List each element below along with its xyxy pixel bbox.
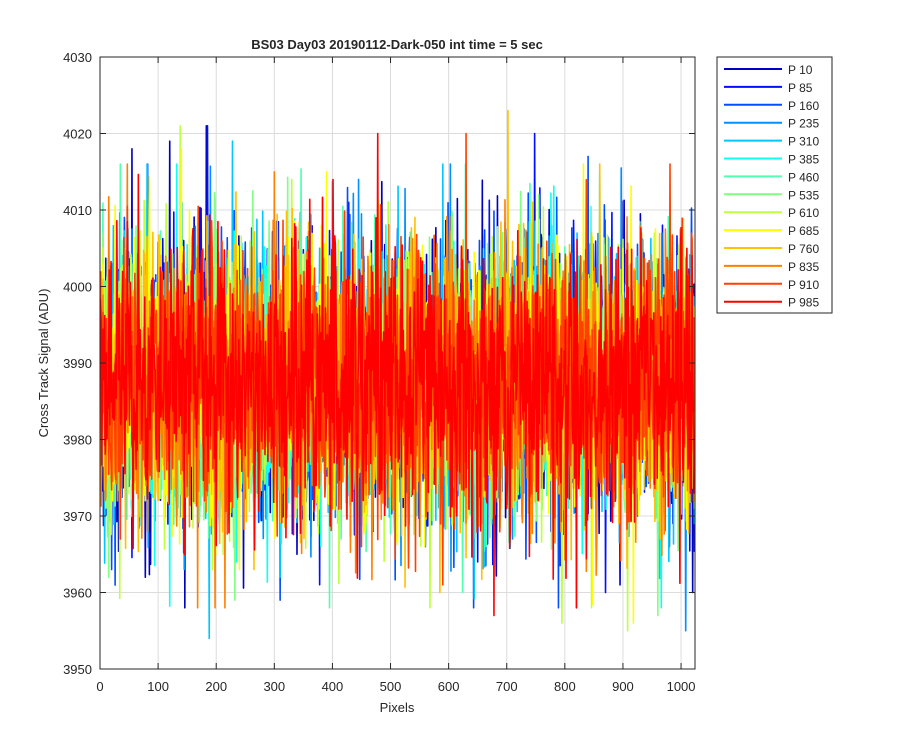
y-axis-label: Cross Track Signal (ADU)	[36, 289, 51, 438]
legend-label: P 535	[788, 188, 819, 202]
legend-label: P 160	[788, 99, 819, 113]
legend-label: P 610	[788, 206, 819, 220]
series-layer	[100, 109, 695, 640]
legend-label: P 910	[788, 278, 819, 292]
x-tick-label: 300	[263, 679, 285, 694]
legend-label: P 310	[788, 135, 819, 149]
y-tick-label: 4020	[63, 127, 92, 142]
x-tick-label: 400	[322, 679, 344, 694]
legend-label: P 760	[788, 242, 819, 256]
legend-label: P 235	[788, 117, 819, 131]
y-tick-label: 3970	[63, 509, 92, 524]
x-tick-label: 100	[147, 679, 169, 694]
series-line-p910	[100, 132, 695, 586]
legend-label: P 835	[788, 260, 819, 274]
legend-label: P 385	[788, 153, 819, 167]
x-tick-label: 500	[380, 679, 402, 694]
y-tick-label: 4010	[63, 203, 92, 218]
legend-label: P 460	[788, 170, 819, 184]
legend: P 10 P 85 P 160 P 235 P 310 P 385 P 460 P 535 P …	[716, 56, 833, 314]
legend-box	[716, 56, 833, 314]
legend-label: P 985	[788, 296, 819, 310]
y-tick-label: 3980	[63, 433, 92, 448]
y-tick-label: 3950	[63, 662, 92, 677]
legend-label: P 10	[788, 63, 813, 77]
legend-label: P 85	[788, 81, 813, 95]
y-tick-label: 4000	[63, 280, 92, 295]
x-tick-label: 800	[554, 679, 576, 694]
x-tick-label: 200	[205, 679, 227, 694]
x-tick-label: 900	[612, 679, 634, 694]
x-tick-label: 600	[438, 679, 460, 694]
axis-ticks: 0 100 200 300 400 500 600 700 800 900 1000 3950 3960…	[63, 50, 695, 694]
x-tick-label: 0	[96, 679, 103, 694]
chart-title: BS03 Day03 20190112-Dark-050 int time = …	[251, 37, 543, 52]
series-line-p985	[100, 132, 695, 617]
y-tick-label: 4030	[63, 50, 92, 65]
y-tick-label: 3960	[63, 586, 92, 601]
x-axis-label: Pixels	[380, 700, 415, 715]
y-tick-label: 3990	[63, 356, 92, 371]
legend-label: P 685	[788, 224, 819, 238]
x-tick-label: 700	[496, 679, 518, 694]
x-tick-label: 1000	[667, 679, 696, 694]
